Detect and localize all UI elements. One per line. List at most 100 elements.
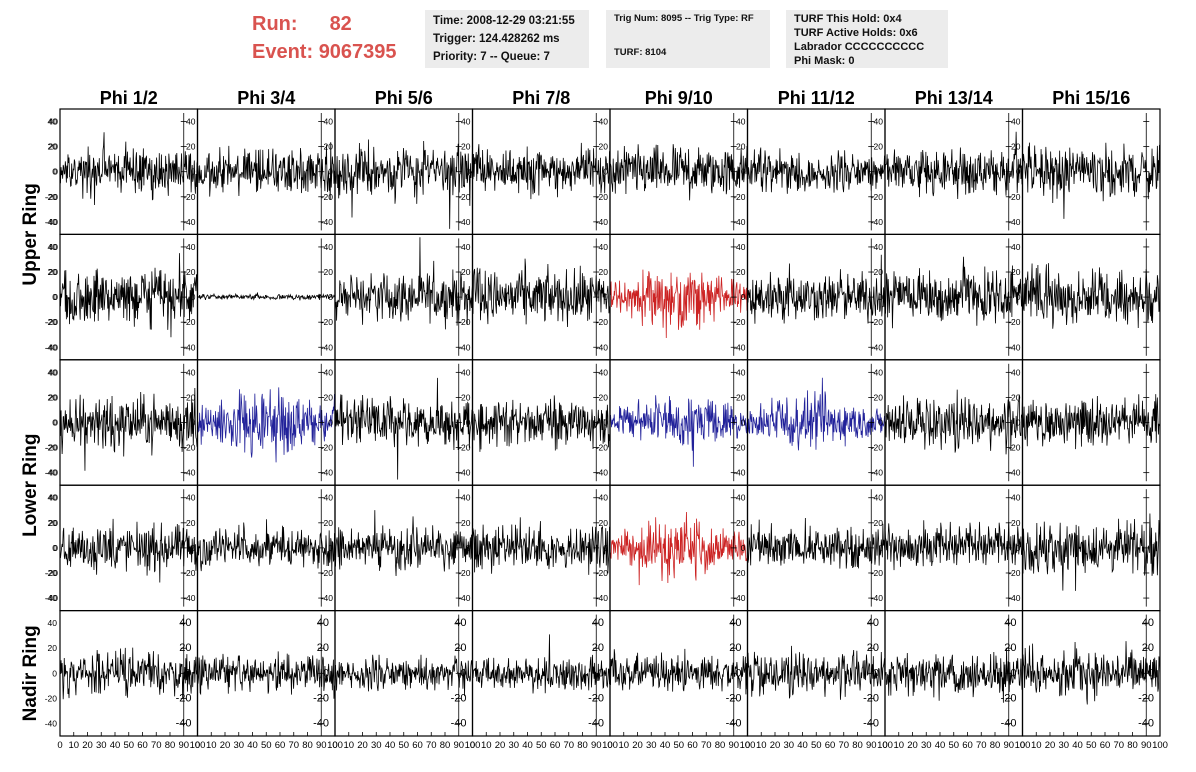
y-tick-label: -20: [1008, 443, 1021, 453]
x-tick-label: 80: [990, 740, 1001, 751]
y-tick-label: -40: [863, 717, 879, 729]
x-tick-label: 10: [893, 740, 904, 751]
y-tick-label: 20: [48, 142, 58, 152]
y-tick-label: -40: [1008, 342, 1021, 352]
y-tick-label: -40: [596, 217, 609, 227]
y-tick-label: 40: [48, 618, 58, 628]
x-tick-label: 40: [522, 740, 533, 751]
y-tick-label: 40: [317, 617, 329, 629]
time-text: Time: 2008-12-29 03:21:55: [433, 15, 575, 27]
y-tick-label: -40: [46, 593, 59, 603]
y-tick-label: -20: [1008, 192, 1021, 202]
x-tick-label: 90: [178, 740, 189, 751]
y-tick-label: 0: [191, 418, 196, 428]
y-tick-label: 0: [52, 668, 57, 678]
x-tick-label: 90: [1003, 740, 1014, 751]
x-tick-label: 40: [1072, 740, 1083, 751]
x-tick-label: 0: [745, 740, 750, 751]
x-tick-label: 20: [495, 740, 506, 751]
event-value: 9067395: [318, 41, 397, 63]
y-tick-label: -40: [45, 593, 58, 603]
y-tick-label: 20: [1011, 518, 1021, 528]
y-tick-label: 0: [52, 167, 57, 177]
x-tick-label: 70: [288, 740, 299, 751]
waveform-trace: [197, 292, 336, 301]
y-tick-label: -20: [733, 317, 746, 327]
x-tick-label: 100: [190, 740, 206, 751]
y-tick-label: 40: [599, 367, 609, 377]
waveform-trace: [884, 648, 1023, 703]
y-tick-label: 40: [1011, 242, 1021, 252]
y-tick-label: 0: [603, 543, 608, 553]
y-tick-label: -40: [321, 593, 334, 603]
x-tick-label: 60: [412, 740, 423, 751]
y-tick-label: 20: [48, 643, 58, 653]
x-tick-label: 80: [715, 740, 726, 751]
y-tick-label: -20: [176, 692, 192, 704]
y-tick-label: 20: [1011, 142, 1021, 152]
x-tick-label: 70: [701, 740, 712, 751]
waveform-trace: [1022, 394, 1161, 450]
x-tick-label: 100: [602, 740, 618, 751]
x-tick-label: 50: [1086, 740, 1097, 751]
x-tick-label: 50: [673, 740, 684, 751]
waveform-trace: [609, 512, 748, 586]
y-tick-label: 0: [603, 167, 608, 177]
y-tick-label: -40: [45, 468, 58, 478]
y-tick-label: 40: [461, 367, 471, 377]
y-tick-label: -20: [458, 443, 471, 453]
y-tick-label: -40: [183, 593, 196, 603]
y-tick-label: -20: [46, 317, 59, 327]
y-tick-label: -20: [733, 568, 746, 578]
waveform-trace: [1022, 641, 1161, 705]
y-tick-label: 20: [736, 267, 746, 277]
waveform-trace: [197, 519, 336, 572]
y-tick-label: -20: [46, 192, 59, 202]
ring-label: Nadir Ring: [20, 625, 41, 721]
y-tick-label: 0: [603, 418, 608, 428]
y-tick-label: -20: [596, 192, 609, 202]
x-tick-label: 20: [357, 740, 368, 751]
trigger-info-box: Trig Num: 8095 -- Trig Type: RF TURF: 81…: [606, 10, 770, 68]
x-tick-label: 70: [838, 740, 849, 751]
y-tick-label: 40: [48, 493, 58, 503]
x-tick-label: 30: [921, 740, 932, 751]
waveform-trace: [747, 254, 886, 324]
y-tick-label: 0: [1016, 292, 1021, 302]
y-tick-label: 20: [729, 642, 741, 654]
x-tick-label: 100: [1152, 740, 1168, 751]
y-tick-label: 0: [191, 543, 196, 553]
y-tick-label: 20: [48, 267, 58, 277]
x-tick-label: 20: [1045, 740, 1056, 751]
x-tick-label: 80: [852, 740, 863, 751]
trigger-text: Trigger: 124.428262 ms: [433, 33, 560, 45]
y-tick-label: -40: [596, 468, 609, 478]
waveform-trace: [334, 237, 473, 330]
y-tick-label: 20: [1011, 392, 1021, 402]
y-tick-label: 20: [179, 642, 191, 654]
y-tick-label: 20: [324, 392, 334, 402]
x-tick-label: 20: [82, 740, 93, 751]
y-tick-label: -20: [733, 192, 746, 202]
y-tick-label: 0: [328, 543, 333, 553]
y-tick-label: 40: [186, 117, 196, 127]
y-tick-label: -40: [321, 217, 334, 227]
y-tick-label: -20: [863, 692, 879, 704]
y-tick-label: 0: [1016, 167, 1021, 177]
y-tick-label: 20: [1004, 642, 1016, 654]
waveform-trace: [884, 389, 1023, 455]
x-tick-label: 30: [1058, 740, 1069, 751]
y-tick-label: 20: [324, 518, 334, 528]
y-tick-label: -40: [458, 342, 471, 352]
y-tick-label: -40: [321, 468, 334, 478]
y-tick-label: 0: [741, 292, 746, 302]
y-tick-label: -20: [596, 568, 609, 578]
y-tick-label: 20: [454, 642, 466, 654]
column-title: Phi 15/16: [1052, 88, 1130, 108]
x-tick-label: 50: [123, 740, 134, 751]
waveform-trace: [472, 142, 611, 200]
column-title: Phi 5/6: [375, 88, 433, 108]
y-tick-label: -20: [588, 692, 604, 704]
column-title: Phi 9/10: [645, 88, 713, 108]
